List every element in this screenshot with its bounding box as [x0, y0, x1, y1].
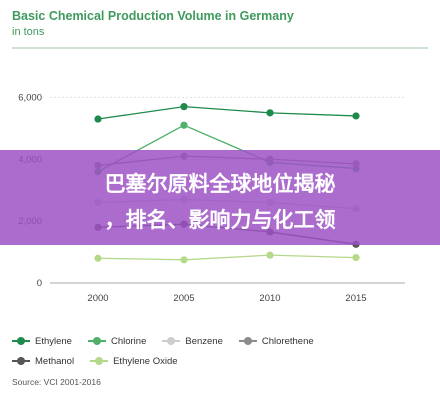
- legend-item-chlorethene: Chlorethene: [238, 335, 314, 347]
- legend-item-ethylene-oxide: Ethylene Oxide: [90, 355, 178, 367]
- legend-row-2: Methanol Ethylene Oxide: [12, 351, 432, 371]
- legend-label: Benzene: [185, 335, 223, 347]
- data-point-ethylene: [94, 115, 102, 123]
- y-tick-label: 0: [37, 278, 42, 289]
- data-point-ethylene: [352, 112, 360, 120]
- legend-label: Ethylene: [35, 335, 72, 347]
- data-point-ethylene: [180, 103, 188, 111]
- x-tick-label: 2000: [87, 293, 108, 304]
- banner-headline-line-2: ，排名、影响力与化工领: [104, 208, 336, 232]
- series-line-ethylene-oxide: [97, 254, 357, 261]
- legend-label: Chlorine: [110, 335, 147, 347]
- series-line-ethylene: [97, 106, 357, 120]
- legend-label: Ethylene Oxide: [113, 355, 178, 367]
- legend-label: Methanol: [35, 355, 75, 367]
- legend-item-chlorine: Chlorine: [87, 335, 147, 347]
- legend-swatch-ethylene: [12, 336, 30, 346]
- x-tick-label: 2005: [173, 293, 194, 304]
- data-point-ethylene-oxide: [266, 251, 274, 259]
- legend-swatch-methanol: [12, 356, 30, 366]
- legend-swatch-ethylene-oxide: [90, 356, 109, 366]
- chart-subtitle: in tons: [12, 26, 45, 38]
- legend-row-1: Ethylene Chlorine Benzene Chlorethene: [12, 331, 432, 351]
- data-point-ethylene: [266, 109, 274, 117]
- chart-legend: Ethylene Chlorine Benzene Chlorethene Me…: [12, 331, 432, 371]
- legend-label: Chlorethene: [261, 335, 314, 347]
- chart-title: Basic Chemical Production Volume in Germ…: [12, 9, 294, 23]
- data-point-ethylene-oxide: [180, 256, 188, 264]
- legend-swatch-benzene: [162, 336, 181, 346]
- legend-item-benzene: Benzene: [162, 336, 223, 347]
- legend-swatch-chlorethene: [238, 336, 257, 346]
- x-tick-label: 2010: [259, 293, 280, 304]
- legend-swatch-chlorine: [87, 336, 106, 346]
- promo-banner-overlay: 巴塞尔原料全球地位揭秘 ，排名、影响力与化工领: [0, 150, 440, 245]
- title-divider: [12, 47, 428, 49]
- source-note: Source: VCI 2001-2016: [12, 377, 101, 387]
- data-point-chlorine: [180, 121, 188, 129]
- legend-item-methanol: Methanol: [12, 356, 74, 367]
- legend-item-ethylene: Ethylene: [12, 336, 72, 347]
- data-point-ethylene-oxide: [94, 254, 102, 262]
- data-point-ethylene-oxide: [352, 254, 360, 262]
- banner-headline-line-1: 巴塞尔原料全球地位揭秘: [104, 172, 336, 196]
- x-tick-label: 2015: [345, 293, 366, 304]
- y-tick-label: 6,000: [18, 92, 42, 103]
